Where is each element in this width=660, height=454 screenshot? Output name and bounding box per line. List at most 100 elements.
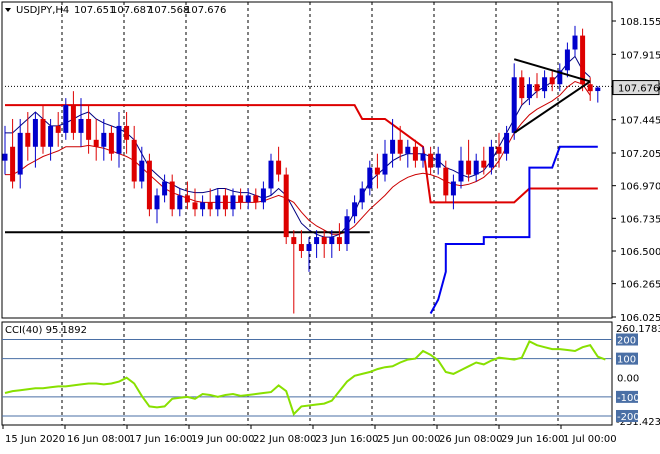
cci-tick-label: -100 [617, 393, 640, 404]
time-tick-label: 22 Jun 08:00 [253, 434, 317, 445]
bullish-candle [595, 87, 601, 92]
triangle-upper-line [513, 58, 591, 83]
bullish-candle [260, 188, 266, 203]
cci-tick-label: 100 [617, 355, 636, 366]
bullish-candle [268, 160, 274, 189]
bullish-candle [458, 160, 464, 182]
bullish-candle [162, 181, 168, 196]
cci-tick-label: -200 [617, 412, 640, 423]
axes-layer: 108.155107.915107.685107.445107.205106.9… [2, 17, 660, 445]
cci-level-tag [616, 390, 638, 403]
bullish-candle [177, 195, 183, 210]
bullish-candle [557, 70, 563, 85]
bullish-candle [511, 77, 517, 133]
bullish-candle [154, 195, 160, 210]
bullish-candle [17, 132, 23, 175]
bearish-candle [519, 77, 525, 99]
upper-channel-line [5, 104, 598, 204]
bearish-candle [192, 202, 198, 210]
bullish-candle [245, 195, 251, 203]
cci-tick-label: 200 [617, 336, 636, 347]
moving-average-red [5, 80, 591, 235]
moving-average-blue [5, 55, 591, 238]
bullish-candle [488, 146, 494, 168]
cci-max-label: 260.1783 [616, 324, 660, 335]
bearish-candle [587, 84, 593, 92]
cci-panel [2, 339, 612, 417]
cci-level-tag [616, 352, 638, 365]
bullish-candle [200, 202, 206, 210]
bullish-candle [526, 84, 532, 99]
bearish-candle [93, 139, 99, 147]
bullish-candle [542, 77, 548, 92]
time-tick-label: 17 Jun 16:00 [129, 434, 193, 445]
bearish-candle [428, 153, 434, 168]
bullish-candle [329, 237, 335, 245]
bearish-candle [466, 160, 472, 175]
bullish-candle [32, 118, 38, 147]
time-tick-label: 29 Jun 16:00 [501, 434, 565, 445]
bearish-candle [108, 132, 114, 154]
bullish-candle [63, 105, 69, 133]
bearish-candle [207, 202, 213, 210]
bullish-candle [367, 167, 373, 189]
moving-average-layer [5, 55, 591, 238]
bearish-candle [443, 167, 449, 196]
time-tick-label: 16 Jun 08:00 [67, 434, 131, 445]
bearish-candle [10, 146, 16, 182]
price-tick-label: 106.735 [620, 214, 660, 225]
bearish-candle [298, 244, 304, 251]
current-price-label: 107.676 [618, 84, 659, 95]
price-tick-label: 106.265 [620, 280, 660, 291]
triangle-lower-line [513, 80, 591, 134]
bearish-candle [253, 195, 259, 203]
cci-label: CCI(40) 95.1892 [5, 325, 87, 336]
time-tick-label: 1 Jul 00:00 [563, 434, 617, 445]
bearish-candle [86, 118, 92, 140]
price-tick-label: 106.970 [620, 182, 660, 193]
cci-level-tag [616, 333, 638, 346]
price-tick-label: 106.500 [620, 247, 660, 258]
ohlc-close: 107.676 [185, 5, 226, 16]
bearish-candle [321, 237, 327, 245]
bearish-candle [481, 160, 487, 168]
bullish-candle [473, 160, 479, 175]
bearish-candle [549, 77, 555, 85]
bullish-candle [420, 153, 426, 161]
time-tick-label: 19 Jun 00:00 [191, 434, 255, 445]
bullish-candle [314, 237, 320, 245]
bullish-candle [564, 49, 570, 71]
price-tick-label: 107.915 [620, 50, 660, 61]
bullish-candle [504, 132, 510, 154]
price-tick-label: 107.205 [620, 149, 660, 160]
candles-layer [2, 25, 601, 314]
cci-min-label: -231.4239 [616, 417, 660, 428]
price-tick-label: 108.155 [620, 17, 660, 28]
bearish-candle [336, 237, 342, 245]
drawings-layer [513, 58, 591, 134]
bullish-candle [2, 153, 8, 161]
bullish-candle [78, 118, 84, 133]
current-price-tag [612, 80, 660, 96]
bearish-candle [131, 139, 137, 182]
time-tick-label: 25 Jun 00:00 [377, 434, 441, 445]
symbol-dropdown-icon[interactable] [5, 8, 11, 12]
bearish-candle [580, 35, 586, 85]
bullish-candle [450, 181, 456, 196]
cci-tick-label: 0.00 [617, 374, 639, 385]
chart-title: USDJPY,H4 [16, 5, 69, 16]
bearish-candle [283, 174, 289, 238]
bullish-candle [139, 160, 145, 182]
bearish-candle [184, 195, 190, 203]
bullish-candle [405, 146, 411, 154]
bullish-candle [435, 153, 441, 168]
bullish-candle [215, 195, 221, 210]
bearish-candle [374, 167, 380, 175]
bullish-candle [390, 139, 396, 154]
horizontal-lines-layer [5, 85, 612, 234]
bullish-candle [344, 216, 350, 245]
bullish-candle [116, 125, 122, 154]
bearish-candle [169, 181, 175, 210]
